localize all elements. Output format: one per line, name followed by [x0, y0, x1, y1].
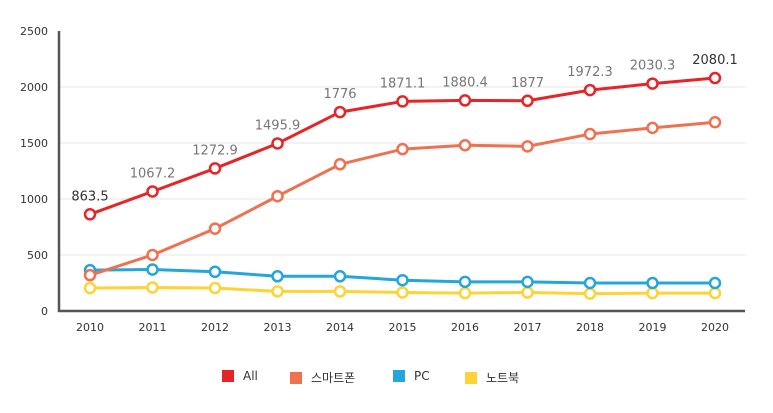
- x-tick-label: 2018: [576, 321, 604, 334]
- x-tick-label: 2015: [389, 321, 417, 334]
- y-axis-ticks: 0 500 1000 1500 2000 2500: [20, 25, 48, 318]
- data-point: [271, 285, 284, 298]
- x-tick-label: 2012: [201, 321, 229, 334]
- data-point: [646, 77, 659, 90]
- y-tick-label: 500: [27, 249, 48, 262]
- data-point: [333, 285, 347, 298]
- legend-swatch: [290, 371, 302, 384]
- data-labels: 863.5 1067.2 1272.9 1495.9 1776 1871.1 1880.4 1…: [71, 53, 737, 204]
- series-스마트폰: [83, 116, 722, 282]
- data-point: [396, 95, 409, 108]
- x-tick-label: 2019: [639, 321, 667, 334]
- data-point: [583, 127, 597, 141]
- data-point: [708, 286, 722, 300]
- data-point: [396, 142, 409, 156]
- data-label: 1776: [323, 87, 356, 102]
- data-point: [271, 189, 284, 203]
- data-point: [83, 208, 97, 221]
- legend-swatch: [222, 370, 234, 382]
- legend-label: PC: [414, 369, 430, 383]
- x-tick-label: 2020: [701, 321, 729, 334]
- y-tick-label: 1500: [20, 137, 48, 150]
- data-point: [208, 265, 222, 279]
- data-point: [83, 268, 97, 282]
- data-point: [333, 270, 347, 283]
- data-point: [271, 270, 284, 283]
- data-point: [271, 137, 284, 150]
- data-point: [708, 71, 722, 85]
- data-point: [521, 140, 534, 153]
- x-tick-label: 2010: [76, 321, 104, 334]
- series-All: [83, 71, 722, 221]
- legend-item: 노트북: [465, 369, 519, 386]
- y-tick-label: 0: [41, 305, 48, 318]
- data-point: [646, 276, 659, 290]
- data-point: [146, 248, 159, 262]
- data-point: [333, 105, 347, 119]
- data-point: [583, 83, 597, 97]
- data-label: 1880.4: [442, 75, 488, 90]
- data-label: 1877: [511, 76, 544, 91]
- data-point: [458, 275, 472, 289]
- data-label: 2080.1: [692, 53, 738, 68]
- legend-item: 스마트폰: [290, 369, 355, 386]
- data-point: [146, 185, 159, 198]
- y-tick-label: 1000: [20, 193, 48, 206]
- legend-label: 스마트폰: [311, 371, 356, 385]
- data-point: [521, 286, 534, 299]
- data-point: [583, 287, 597, 300]
- data-point: [333, 158, 347, 171]
- y-tick-label: 2500: [20, 25, 48, 38]
- data-point: [396, 286, 409, 299]
- data-point: [708, 276, 722, 290]
- legend-label: 노트북: [486, 371, 520, 385]
- data-point: [521, 94, 534, 108]
- data-point: [458, 94, 472, 107]
- data-point: [646, 121, 659, 135]
- data-label: 1495.9: [255, 118, 301, 133]
- legend: All 스마트폰 PC 노트북: [0, 369, 773, 389]
- x-tick-label: 2011: [139, 321, 167, 334]
- data-point: [146, 281, 159, 294]
- data-label: 1067.2: [130, 166, 176, 181]
- data-label: 2030.3: [630, 59, 676, 74]
- legend-swatch: [393, 370, 405, 382]
- data-point: [146, 263, 159, 276]
- data-point: [521, 275, 534, 289]
- data-point: [458, 286, 472, 300]
- data-label: 1871.1: [380, 76, 426, 91]
- legend-item: All: [222, 369, 258, 383]
- data-point: [646, 286, 659, 300]
- data-point: [583, 276, 597, 290]
- x-tick-label: 2016: [451, 321, 479, 334]
- series-lines: [83, 71, 722, 300]
- x-axis-ticks: 2010 2011 2012 2013 2014 2015 2016 2017 2018 2019…: [76, 321, 729, 334]
- legend-label: All: [243, 369, 258, 383]
- series-PC: [83, 263, 722, 290]
- data-point: [208, 162, 222, 175]
- data-label: 863.5: [71, 189, 108, 204]
- x-tick-label: 2014: [326, 321, 354, 334]
- data-point: [708, 116, 722, 129]
- data-point: [208, 281, 222, 295]
- x-tick-label: 2017: [514, 321, 542, 334]
- data-point: [208, 222, 222, 235]
- legend-swatch: [465, 371, 477, 384]
- data-label: 1272.9: [192, 143, 238, 158]
- x-tick-label: 2013: [264, 321, 292, 334]
- data-point: [458, 138, 472, 152]
- data-point: [83, 281, 97, 295]
- data-label: 1972.3: [567, 65, 613, 80]
- legend-item: PC: [393, 369, 430, 383]
- y-tick-label: 2000: [20, 81, 48, 94]
- series-노트북: [83, 281, 722, 300]
- data-point: [396, 273, 409, 287]
